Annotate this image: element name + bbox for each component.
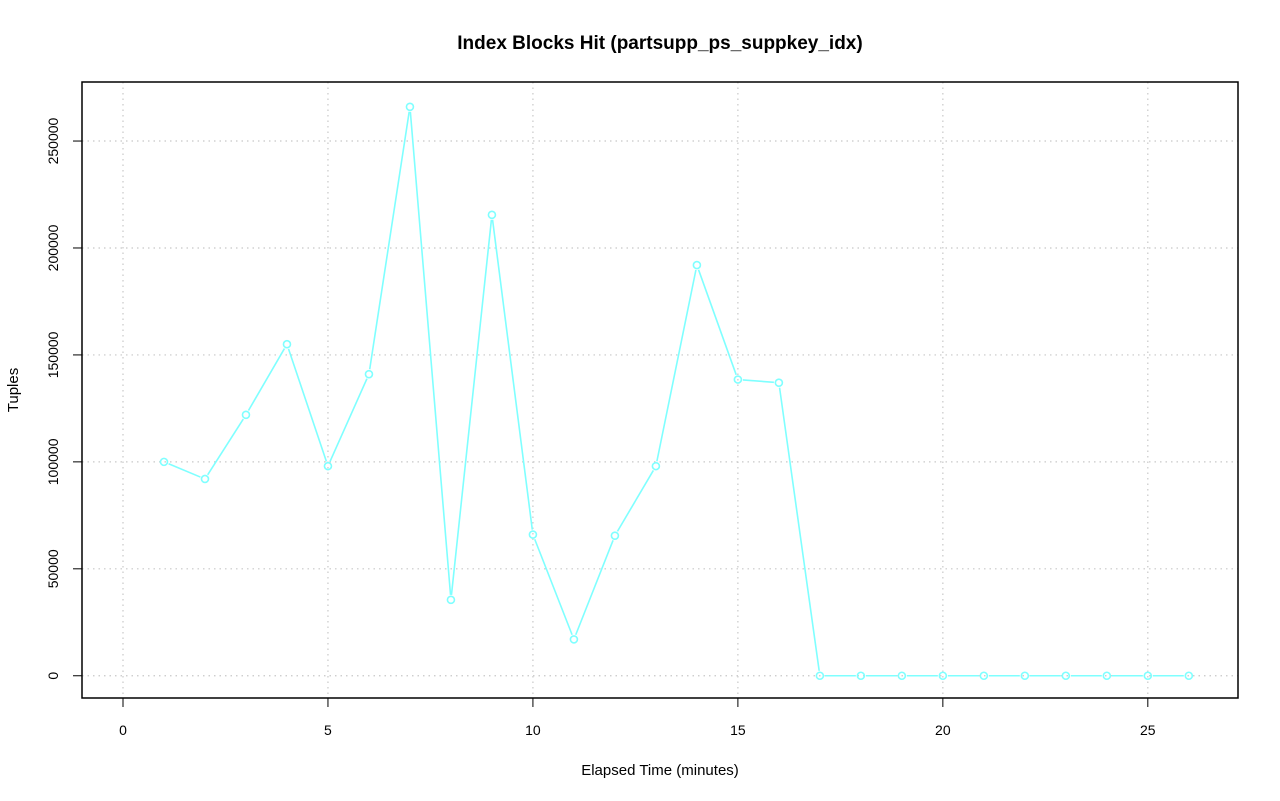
x-tick-label: 10 — [525, 722, 541, 738]
series-segment — [742, 379, 774, 384]
series-segment — [450, 219, 493, 595]
x-axis: 0 5 10 15 20 25 — [119, 697, 1156, 738]
series-segment — [247, 348, 286, 411]
data-point — [200, 474, 210, 484]
data-point — [364, 369, 374, 379]
data-point — [610, 531, 620, 540]
data-point — [405, 102, 415, 112]
x-tick-label: 0 — [119, 722, 127, 738]
data-point — [241, 410, 251, 420]
series-line — [159, 102, 1194, 681]
series-segment — [697, 269, 737, 376]
series-segment — [409, 111, 452, 595]
x-tick-label: 15 — [730, 722, 746, 738]
series-segment — [533, 538, 573, 636]
series-segment — [616, 470, 655, 532]
data-point — [1061, 671, 1071, 681]
series-segment — [368, 111, 410, 370]
series-segment — [778, 387, 820, 671]
data-point — [815, 671, 825, 681]
plot-frame — [81, 81, 1239, 699]
data-point — [979, 671, 989, 681]
data-point — [1143, 671, 1153, 681]
data-point — [528, 530, 538, 539]
data-point — [159, 457, 169, 467]
x-tick-label: 25 — [1140, 722, 1156, 738]
data-point — [282, 339, 292, 349]
data-point — [774, 378, 784, 388]
grid — [82, 82, 1238, 698]
data-point — [1102, 671, 1112, 681]
data-point — [1020, 671, 1030, 681]
y-axis: 0 50000 100000 150000 200000 250000 — [45, 117, 83, 680]
data-point — [692, 260, 702, 270]
x-tick-label: 5 — [324, 722, 332, 738]
series-segment — [287, 348, 328, 462]
y-tick-label: 100000 — [45, 438, 61, 485]
series-segment — [575, 540, 614, 636]
data-point — [323, 461, 333, 471]
data-point — [569, 635, 579, 644]
data-point — [651, 461, 661, 471]
data-point — [897, 671, 907, 681]
x-axis-label: Elapsed Time (minutes) — [581, 762, 739, 779]
y-tick-label: 200000 — [45, 224, 61, 271]
data-point — [938, 671, 948, 681]
data-point — [446, 595, 456, 605]
data-point — [733, 375, 743, 384]
series-segment — [656, 269, 697, 462]
data-point — [1184, 671, 1194, 681]
series-segment — [168, 463, 201, 478]
y-tick-label: 250000 — [45, 117, 61, 164]
y-tick-label: 0 — [45, 672, 61, 680]
chart-title: Index Blocks Hit (partsupp_ps_suppkey_id… — [457, 33, 862, 54]
y-tick-label: 150000 — [45, 331, 61, 378]
series-segment — [206, 418, 244, 476]
x-tick-label: 20 — [935, 722, 951, 738]
series-segment — [491, 219, 534, 530]
y-axis-label: Tuples — [5, 368, 22, 412]
data-point — [487, 210, 497, 220]
data-point — [856, 671, 866, 681]
series-segment — [329, 378, 368, 462]
y-tick-label: 50000 — [45, 549, 61, 588]
